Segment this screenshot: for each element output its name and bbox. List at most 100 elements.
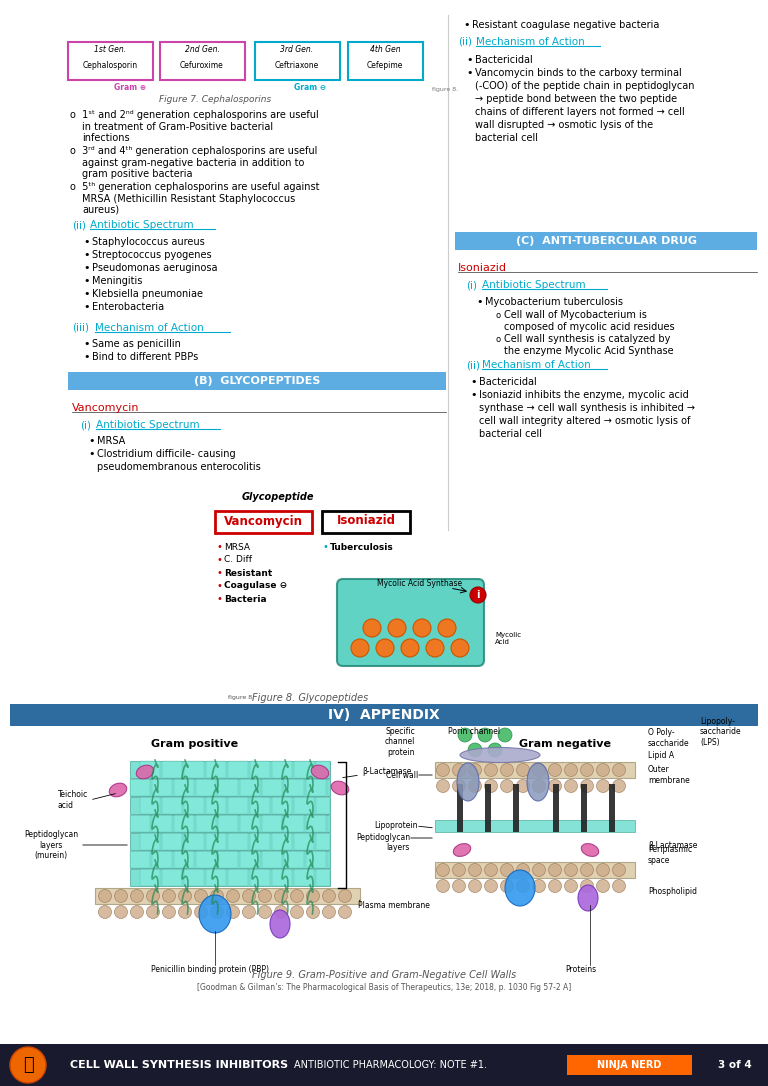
Text: NINJA NERD: NINJA NERD (597, 1060, 661, 1070)
Text: gram positive bacteria: gram positive bacteria (82, 169, 193, 179)
Bar (196, 779, 216, 796)
Ellipse shape (199, 895, 231, 933)
Text: bacterial cell: bacterial cell (475, 132, 538, 143)
Bar (262, 814, 282, 832)
Ellipse shape (136, 766, 154, 779)
Circle shape (413, 619, 431, 637)
Text: •: • (83, 263, 90, 273)
Circle shape (339, 906, 352, 919)
Ellipse shape (109, 783, 127, 797)
Text: (ii): (ii) (72, 220, 86, 230)
Text: Glycopeptide: Glycopeptide (242, 492, 314, 502)
Text: Isoniazid: Isoniazid (458, 263, 507, 273)
Bar (272, 761, 292, 778)
Text: i: i (476, 590, 480, 599)
Circle shape (426, 639, 444, 657)
Bar (435, 820, 635, 832)
Bar (162, 833, 182, 850)
Text: Peptidoglycan
layers
(murein): Peptidoglycan layers (murein) (24, 830, 78, 860)
Circle shape (436, 763, 449, 776)
Text: •: • (83, 302, 90, 312)
Text: Vancomycin: Vancomycin (72, 403, 140, 413)
Text: Lipopoly-
saccharide
(LPS): Lipopoly- saccharide (LPS) (700, 717, 742, 747)
Text: (ii): (ii) (458, 37, 472, 47)
Text: β-Lactamase: β-Lactamase (362, 768, 412, 776)
Circle shape (147, 889, 160, 902)
Circle shape (613, 880, 625, 893)
Text: (ii): (ii) (466, 359, 480, 370)
Bar (328, 779, 330, 796)
Bar (152, 814, 172, 832)
Bar (272, 797, 292, 814)
Circle shape (468, 743, 482, 757)
Text: Coagulase ⊖: Coagulase ⊖ (224, 581, 287, 591)
Circle shape (532, 780, 545, 793)
Text: MRSA: MRSA (224, 543, 250, 552)
Circle shape (290, 889, 303, 902)
Text: Lipid A: Lipid A (648, 750, 674, 759)
Text: Enterobacteria: Enterobacteria (92, 302, 164, 312)
Text: •: • (83, 237, 90, 247)
Circle shape (485, 863, 498, 876)
Text: composed of mycolic acid residues: composed of mycolic acid residues (504, 323, 674, 332)
Circle shape (548, 863, 561, 876)
Bar (322, 512, 410, 533)
Bar (174, 851, 194, 868)
Text: Resistant coagulase negative bacteria: Resistant coagulase negative bacteria (472, 20, 660, 30)
Circle shape (452, 863, 465, 876)
Circle shape (98, 889, 111, 902)
Text: cell wall integrity altered → osmotic lysis of: cell wall integrity altered → osmotic ly… (479, 416, 690, 426)
Text: β-Lactamase: β-Lactamase (648, 841, 697, 849)
Text: •: • (83, 339, 90, 349)
Circle shape (468, 880, 482, 893)
Text: Gram ⊖: Gram ⊖ (294, 84, 326, 92)
Text: Plasma membrane: Plasma membrane (358, 901, 430, 910)
Ellipse shape (460, 747, 540, 762)
Text: Teichoic
acid: Teichoic acid (58, 791, 88, 810)
Text: •: • (216, 542, 222, 552)
Text: Outer
membrane: Outer membrane (648, 766, 690, 785)
Circle shape (376, 639, 394, 657)
Bar (485, 784, 491, 832)
Bar (218, 851, 238, 868)
Bar (196, 851, 216, 868)
Circle shape (597, 763, 610, 776)
Circle shape (388, 619, 406, 637)
Text: •: • (216, 581, 222, 591)
Bar (140, 869, 160, 886)
Text: Staphylococcus aureus: Staphylococcus aureus (92, 237, 205, 247)
Bar (218, 814, 238, 832)
Text: O Poly-
saccharide: O Poly- saccharide (648, 729, 690, 747)
Bar (68, 372, 446, 390)
Text: •: • (216, 555, 222, 565)
Text: bacterial cell: bacterial cell (479, 429, 542, 439)
Circle shape (485, 763, 498, 776)
Text: Cell wall: Cell wall (386, 770, 418, 780)
Bar (284, 779, 304, 796)
Text: Cell wall synthesis is catalyzed by: Cell wall synthesis is catalyzed by (504, 334, 670, 344)
Bar (228, 833, 248, 850)
Text: Gram negative: Gram negative (519, 738, 611, 749)
Text: Proteins: Proteins (565, 965, 596, 974)
Text: •: • (470, 377, 476, 387)
Circle shape (581, 780, 594, 793)
Text: Mechanism of Action: Mechanism of Action (95, 323, 204, 333)
Text: Tuberculosis: Tuberculosis (330, 543, 394, 552)
Circle shape (194, 906, 207, 919)
Bar (174, 779, 194, 796)
Circle shape (452, 763, 465, 776)
Circle shape (478, 728, 492, 742)
Circle shape (98, 906, 111, 919)
Text: Ceftriaxone: Ceftriaxone (275, 61, 319, 70)
Text: Bind to different PBPs: Bind to different PBPs (92, 352, 198, 362)
Text: •: • (83, 250, 90, 260)
FancyBboxPatch shape (160, 42, 245, 80)
FancyBboxPatch shape (337, 579, 484, 666)
Bar (228, 797, 248, 814)
Bar (0, 1044, 768, 1086)
Circle shape (532, 863, 545, 876)
Bar (455, 232, 757, 250)
Bar (306, 851, 326, 868)
Ellipse shape (453, 844, 471, 857)
Circle shape (468, 763, 482, 776)
